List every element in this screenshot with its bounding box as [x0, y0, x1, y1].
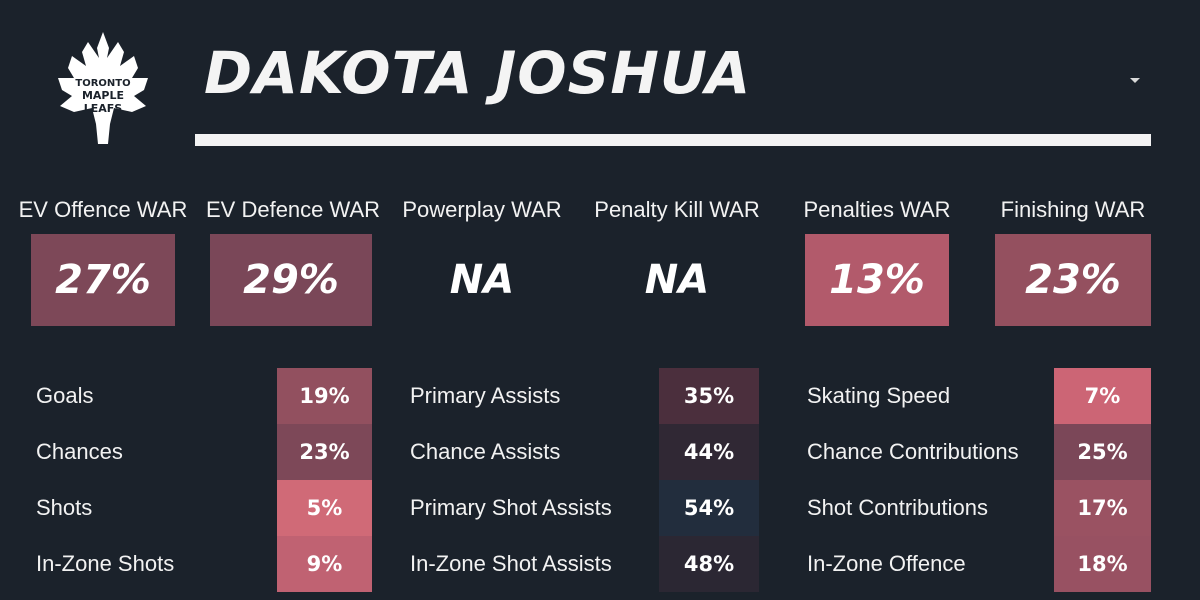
logo-text-toronto: TORONTO	[75, 78, 130, 89]
title-divider	[195, 134, 1151, 146]
war-label: EV Offence WAR	[18, 197, 188, 222]
stat-row: Shots 5%	[0, 480, 1200, 536]
stat-label: Skating Speed	[807, 383, 951, 408]
war-penalties: Penalties WAR 13%	[792, 196, 962, 326]
maple-leafs-logo: TORONTO MAPLE LEAFS	[58, 32, 148, 144]
stat-value: 17%	[1054, 480, 1151, 536]
war-label: Powerplay WAR	[402, 197, 562, 222]
stat-value: 23%	[277, 424, 372, 480]
stat-label: Goals	[36, 383, 94, 408]
stat-label: Chance Assists	[410, 439, 561, 464]
stat-row: In-Zone Offence 18%	[0, 536, 1200, 592]
stat-label: Primary Shot Assists	[410, 495, 612, 520]
war-label: Penalties WAR	[803, 197, 951, 222]
stat-row: Primary Assists 35%	[0, 368, 1200, 424]
stat-value: 19%	[277, 368, 372, 424]
war-value: 23%	[995, 234, 1151, 326]
war-label: Finishing WAR	[1000, 197, 1146, 222]
dropdown-caret-icon[interactable]	[1130, 78, 1140, 83]
stat-label: Shots	[36, 495, 93, 520]
stat-label: Chance Contributions	[807, 439, 1019, 464]
war-ev-defence: EV Defence WAR 29%	[206, 196, 381, 326]
stat-label: In-Zone Offence	[807, 551, 966, 576]
stat-label: Shot Contributions	[807, 495, 988, 520]
stat-label: Primary Assists	[410, 383, 561, 408]
stat-row: Shot Contributions 17%	[0, 480, 1200, 536]
stat-row: Chances 23%	[0, 424, 1200, 480]
war-value: NA	[449, 257, 515, 303]
stat-row: In-Zone Shots 9%	[0, 536, 1200, 592]
stat-value: 44%	[659, 424, 759, 480]
stat-value: 7%	[1054, 368, 1151, 424]
stat-row: Skating Speed 7%	[0, 368, 1200, 424]
stat-row: Chance Contributions 25%	[0, 424, 1200, 480]
war-label: Penalty Kill WAR	[594, 197, 760, 222]
war-finishing: Finishing WAR 23%	[988, 196, 1158, 326]
stat-row: Primary Shot Assists 54%	[0, 480, 1200, 536]
war-value: 27%	[31, 234, 175, 326]
war-ev-offence: EV Offence WAR 27%	[18, 196, 188, 326]
stat-label: In-Zone Shot Assists	[410, 551, 612, 576]
stat-value: 18%	[1054, 536, 1151, 592]
stat-value: 35%	[659, 368, 759, 424]
stat-row: In-Zone Shot Assists 48%	[0, 536, 1200, 592]
war-label: EV Defence WAR	[206, 197, 381, 222]
stat-row: Chance Assists 44%	[0, 424, 1200, 480]
stat-value: 54%	[659, 480, 759, 536]
stat-value: 25%	[1054, 424, 1151, 480]
stat-label: In-Zone Shots	[36, 551, 175, 576]
stat-value: 5%	[277, 480, 372, 536]
stat-value: 9%	[277, 536, 372, 592]
logo-text-leafs: LEAFS	[84, 102, 123, 115]
player-name: DAKOTA JOSHUA	[204, 39, 752, 107]
stat-row: Goals 19%	[0, 368, 1200, 424]
stat-value: 48%	[659, 536, 759, 592]
stat-label: Chances	[36, 439, 123, 464]
maple-leaf-icon	[58, 32, 148, 144]
war-value: 13%	[805, 234, 949, 326]
war-powerplay: Powerplay WAR NA	[397, 196, 567, 326]
logo-text-maple: MAPLE	[82, 89, 124, 102]
war-value: NA	[644, 257, 710, 303]
war-penalty-kill: Penalty Kill WAR NA	[592, 196, 762, 326]
war-value: 29%	[210, 234, 372, 326]
